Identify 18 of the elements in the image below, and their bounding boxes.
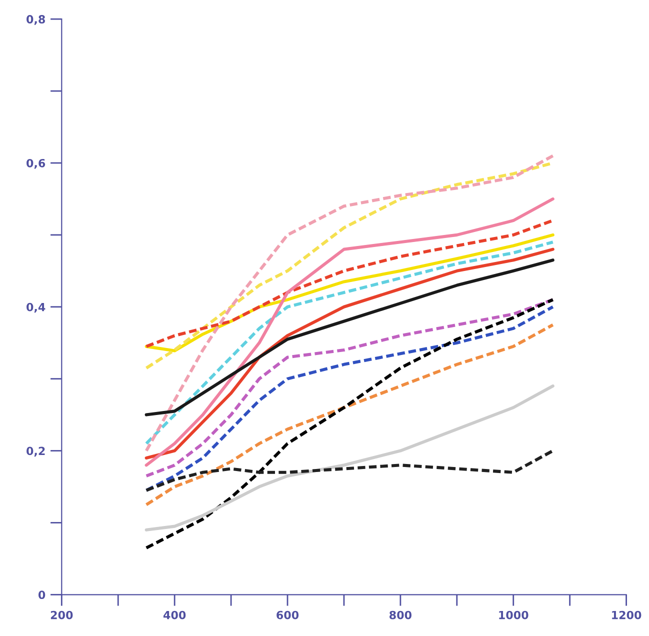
- y-tick-label: 0: [38, 590, 46, 600]
- y-tick-label: 0,8: [26, 15, 45, 25]
- line-series: [144, 323, 554, 506]
- x-tick-label: 800: [390, 610, 412, 620]
- x-tick-label: 1000: [499, 610, 528, 620]
- line-series: [144, 449, 554, 492]
- x-tick-label: 600: [276, 610, 299, 620]
- line-series: [144, 197, 554, 467]
- y-tick-label: 0,2: [26, 446, 45, 457]
- x-tick-label: 400: [163, 610, 186, 620]
- line-series: [144, 384, 554, 532]
- x-tick-label: 200: [50, 610, 73, 620]
- line-series: [144, 258, 554, 416]
- y-tick-label: 0,6: [26, 158, 46, 169]
- x-tick-label: 1200: [612, 610, 642, 620]
- line-series: [144, 298, 554, 550]
- line-series: [144, 154, 554, 452]
- y-tick-label: 0,4: [26, 302, 46, 313]
